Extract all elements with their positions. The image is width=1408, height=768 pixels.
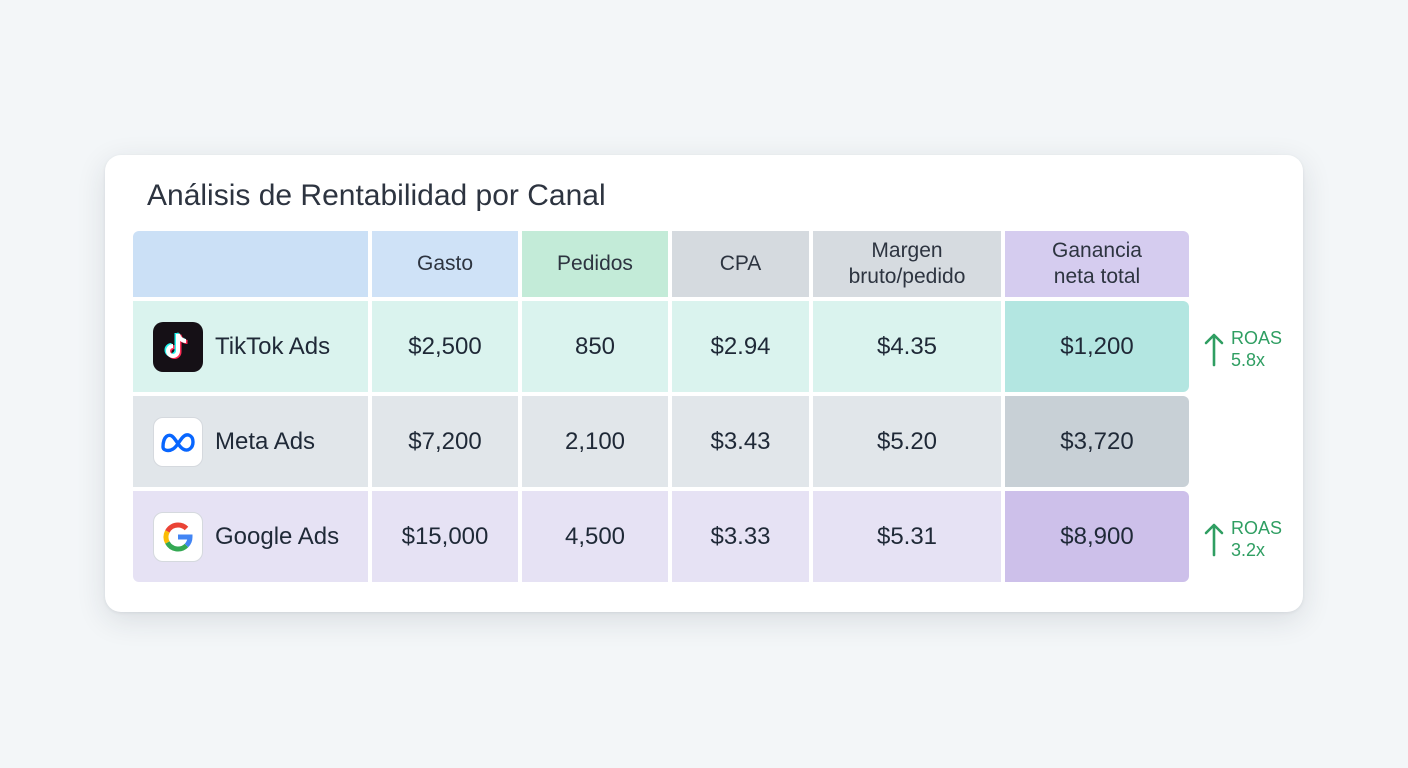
table-row-google-channel: Google Ads <box>133 491 368 582</box>
channel-name: Meta Ads <box>215 427 316 455</box>
header-cpa: CPA <box>672 231 809 297</box>
page-title: Análisis de Rentabilidad por Canal <box>147 179 606 212</box>
channel-name: TikTok Ads <box>215 332 331 360</box>
table-cell-ganancia: $1,200 <box>1005 301 1189 392</box>
roas-label: ROAS <box>1231 328 1283 348</box>
header-margen-line1: Margen <box>871 239 943 262</box>
roas-indicator-tiktok: ROAS 5.8x <box>1203 327 1282 371</box>
header-margen: Margen bruto/pedido <box>813 231 1001 297</box>
table-row-meta-channel: Meta Ads <box>133 396 368 487</box>
table-cell-pedidos: 4,500 <box>522 491 668 582</box>
roas-label: ROAS <box>1231 518 1283 538</box>
table-row-tiktok-channel: TikTok Ads <box>133 301 368 392</box>
table-cell-margen: $5.31 <box>813 491 1001 582</box>
table-cell-pedidos: 2,100 <box>522 396 668 487</box>
google-logo-icon <box>153 511 203 562</box>
table-cell-pedidos: 850 <box>522 301 668 392</box>
channel-name: Google Ads <box>215 522 340 550</box>
table-cell-ganancia: $3,720 <box>1005 396 1189 487</box>
table-cell-margen: $5.20 <box>813 396 1001 487</box>
header-ganancia: Ganancia neta total <box>1005 231 1189 297</box>
header-ganancia-line1: Ganancia <box>1052 239 1142 262</box>
arrow-up-icon <box>1204 523 1224 557</box>
roas-value: 5.8x <box>1231 350 1266 370</box>
header-ganancia-line2: neta total <box>1053 265 1141 288</box>
arrow-up-icon <box>1204 333 1224 367</box>
meta-logo-icon <box>153 416 203 467</box>
table-cell-cpa: $3.43 <box>672 396 809 487</box>
roas-value: 3.2x <box>1231 540 1266 560</box>
table-cell-gasto: $7,200 <box>372 396 518 487</box>
header-gasto: Gasto <box>372 231 518 297</box>
tiktok-logo-icon <box>153 321 203 372</box>
header-margen-line2: bruto/pedido <box>848 265 966 288</box>
profitability-card: Análisis de Rentabilidad por Canal Gasto… <box>105 155 1303 612</box>
roas-indicator-google: ROAS 3.2x <box>1203 517 1282 561</box>
table-cell-gasto: $2,500 <box>372 301 518 392</box>
table-cell-margen: $4.35 <box>813 301 1001 392</box>
header-pedidos: Pedidos <box>522 231 668 297</box>
table-cell-gasto: $15,000 <box>372 491 518 582</box>
table-cell-cpa: $2.94 <box>672 301 809 392</box>
table-cell-cpa: $3.33 <box>672 491 809 582</box>
table-cell-ganancia: $8,900 <box>1005 491 1189 582</box>
header-channel <box>133 231 368 297</box>
